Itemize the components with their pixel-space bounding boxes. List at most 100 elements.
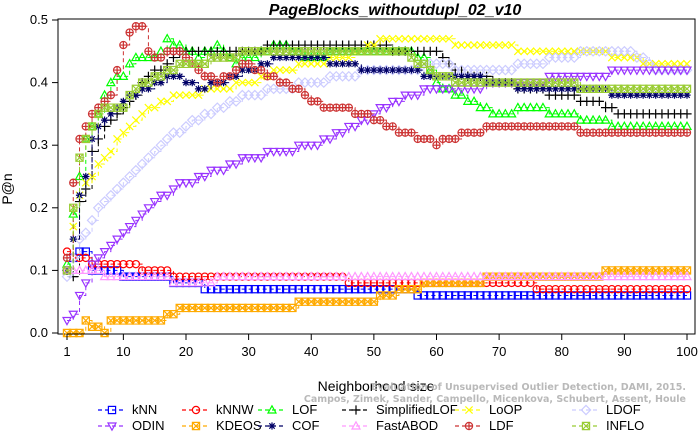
legend-item-ldof: LDOF xyxy=(572,402,641,417)
data-point-ldof xyxy=(218,102,230,114)
data-point-ldof xyxy=(506,64,518,76)
data-point-loop xyxy=(307,59,316,68)
data-point-fastabod xyxy=(418,271,429,281)
data-point-odin xyxy=(137,210,148,220)
data-point-loop xyxy=(413,34,422,43)
data-point-fastabod xyxy=(638,271,649,281)
data-point-odin xyxy=(400,91,411,101)
data-point-odin xyxy=(562,72,574,82)
legend-item-inflo: INFLO xyxy=(572,418,644,433)
data-point-ldf xyxy=(313,97,322,106)
data-point-lof xyxy=(475,102,486,112)
data-point-knnw xyxy=(181,272,191,281)
data-point-odin xyxy=(318,135,329,145)
series-odin xyxy=(61,66,693,326)
data-point-lof xyxy=(375,45,386,55)
data-point-fastabod xyxy=(475,271,486,281)
y-tick-label: 0.0 xyxy=(30,325,48,340)
data-point-odin xyxy=(600,72,611,82)
legend-item-knn: kNN xyxy=(98,402,157,417)
data-point-fastabod xyxy=(425,271,436,281)
data-point-fastabod xyxy=(400,271,411,281)
data-point-fastabod xyxy=(444,271,455,281)
data-point-odin xyxy=(268,147,279,157)
data-point-ldf xyxy=(570,122,579,131)
data-point-knnw xyxy=(144,266,153,275)
data-point-fastabod xyxy=(299,271,310,281)
data-point-knnw xyxy=(676,284,685,294)
data-point-ldf xyxy=(112,65,122,75)
data-point-loop xyxy=(401,34,410,43)
series-ldof xyxy=(61,45,693,283)
data-point-loop xyxy=(457,41,466,50)
data-point-odin xyxy=(425,85,436,95)
data-point-cof xyxy=(627,91,635,99)
data-point-fastabod xyxy=(249,271,260,281)
data-point-lof xyxy=(519,102,530,112)
data-point-fastabod xyxy=(412,271,423,281)
data-point-loop xyxy=(470,41,479,50)
data-point-knnw xyxy=(106,259,116,269)
data-point-knn xyxy=(256,284,266,294)
data-point-knn xyxy=(225,284,235,294)
data-point-lof xyxy=(450,89,461,99)
legend-marker-knnw xyxy=(191,405,201,415)
data-point-knnw xyxy=(645,284,654,294)
data-point-knn xyxy=(419,291,429,300)
data-point-fastabod xyxy=(462,271,473,281)
data-point-knn xyxy=(300,284,310,294)
data-point-lof xyxy=(112,70,123,80)
data-point-knnw xyxy=(664,284,673,294)
data-point-cof xyxy=(338,60,347,68)
data-point-odin xyxy=(199,172,210,182)
data-point-knn xyxy=(238,284,247,294)
data-point-fastabod xyxy=(487,271,498,281)
data-point-knn xyxy=(363,284,372,294)
data-point-loop xyxy=(244,78,253,87)
data-point-odin xyxy=(105,241,116,251)
data-point-inflo xyxy=(682,84,692,94)
data-point-ldof xyxy=(149,146,161,157)
data-point-ldf xyxy=(388,122,397,131)
data-point-fastabod xyxy=(105,271,116,281)
data-point-knn xyxy=(657,291,667,300)
data-point-loop xyxy=(676,59,685,68)
data-point-loop xyxy=(520,47,529,56)
data-point-odin xyxy=(544,72,555,82)
data-point-odin xyxy=(174,179,185,189)
data-point-loop xyxy=(657,59,666,68)
data-point-fastabod xyxy=(387,271,398,281)
data-point-fastabod xyxy=(87,264,98,274)
data-point-fastabod xyxy=(274,271,285,281)
data-point-fastabod xyxy=(675,271,686,281)
data-point-lof xyxy=(74,171,85,181)
data-point-odin xyxy=(638,66,649,76)
data-point-lof xyxy=(262,45,273,55)
data-point-fastabod xyxy=(450,271,461,281)
data-point-loop xyxy=(651,59,660,68)
data-point-knn xyxy=(451,291,460,300)
data-point-knn xyxy=(307,284,316,294)
data-point-cof xyxy=(614,91,622,99)
series-fastabod xyxy=(61,264,693,287)
data-point-kdeos xyxy=(682,266,692,275)
data-point-knn xyxy=(588,291,598,300)
data-point-fastabod xyxy=(525,271,536,281)
data-point-ldof xyxy=(318,77,330,89)
data-point-knnw xyxy=(607,284,617,294)
data-point-fastabod xyxy=(306,271,317,281)
data-point-odin xyxy=(143,204,154,214)
data-point-lof xyxy=(325,45,336,55)
data-point-ldof xyxy=(142,152,154,164)
data-point-ldof xyxy=(61,271,73,283)
data-point-loop xyxy=(432,34,441,43)
legend-marker-fastabod xyxy=(350,420,362,430)
data-point-knnw xyxy=(175,272,184,281)
data-point-lof xyxy=(481,102,492,112)
y-tick-label: 0.4 xyxy=(30,75,48,90)
data-point-cof xyxy=(132,91,140,99)
data-point-knn xyxy=(332,284,341,294)
data-point-ldf xyxy=(119,40,128,50)
data-point-odin xyxy=(550,72,561,82)
data-point-lof xyxy=(600,114,611,124)
